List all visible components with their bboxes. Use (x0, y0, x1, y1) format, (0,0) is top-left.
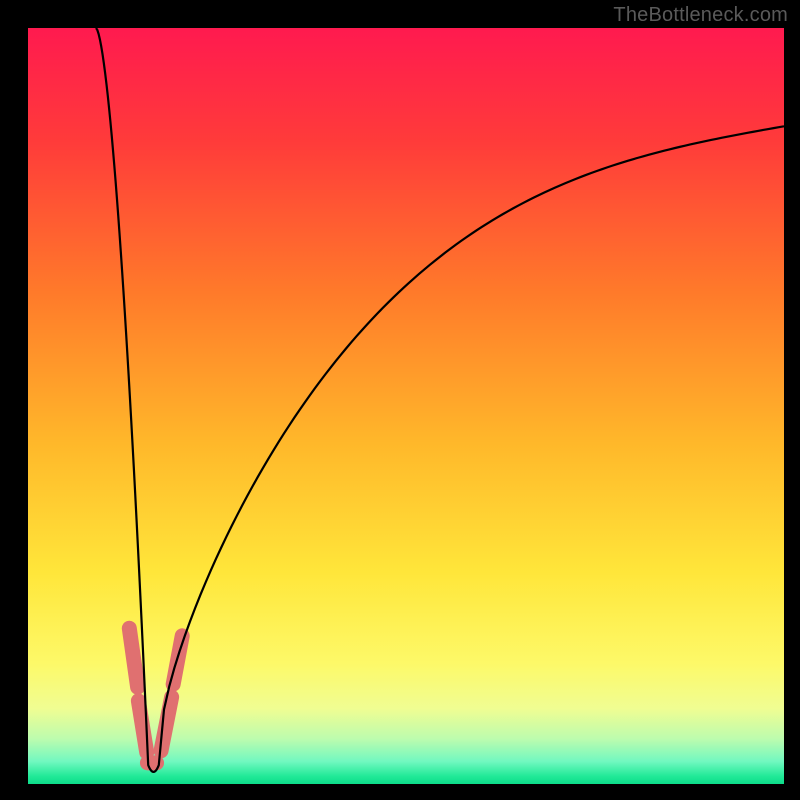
heatmap-gradient (28, 28, 784, 784)
plot-area (28, 28, 784, 784)
watermark-text: TheBottleneck.com (613, 4, 788, 27)
chart-root: TheBottleneck.com (0, 0, 800, 800)
